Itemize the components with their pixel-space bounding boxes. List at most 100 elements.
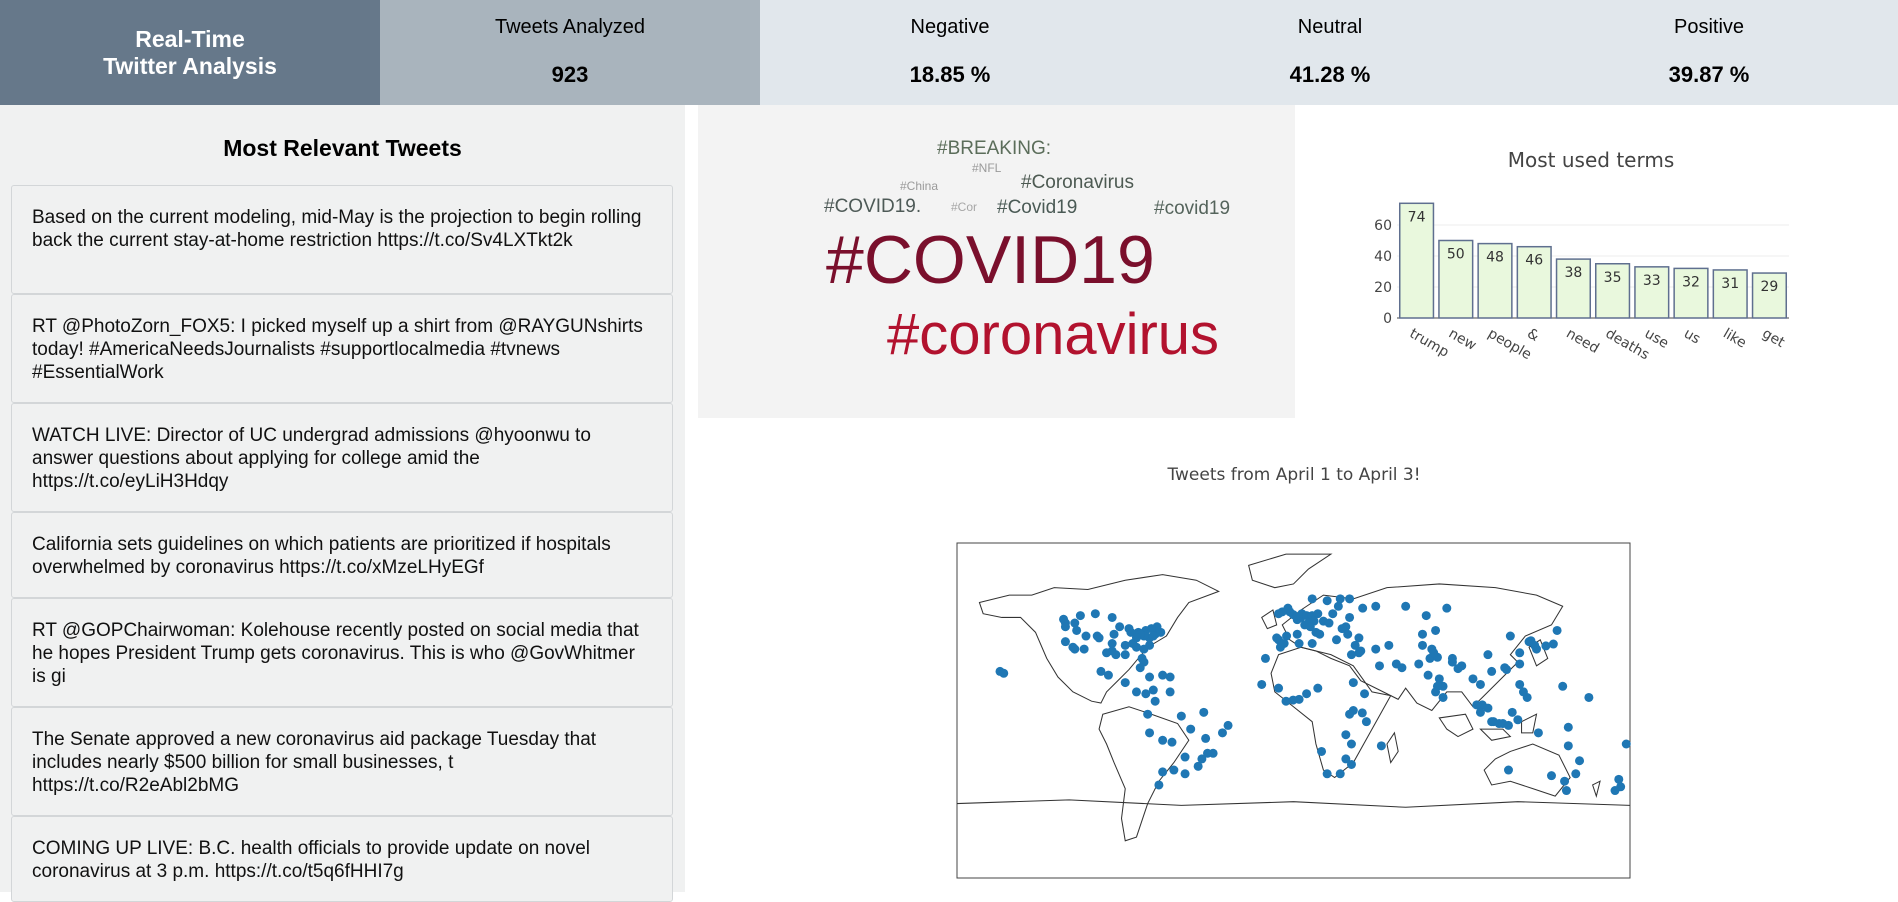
tweets-panel[interactable]: Most Relevant Tweets Based on the curren… — [0, 105, 685, 902]
tweet-card[interactable]: California sets guidelines on which pati… — [11, 512, 673, 598]
tweet-point[interactable] — [1167, 737, 1177, 747]
tweet-point[interactable] — [1431, 687, 1441, 697]
tweet-point[interactable] — [1180, 752, 1190, 762]
tweet-point[interactable] — [1199, 707, 1209, 717]
tweet-point[interactable] — [1472, 700, 1482, 710]
tweet-point[interactable] — [1176, 711, 1186, 721]
tweet-card[interactable]: WATCH LIVE: Director of UC undergrad adm… — [11, 403, 673, 512]
tweet-point[interactable] — [1186, 724, 1196, 734]
tweet-point[interactable] — [1614, 774, 1624, 784]
tweet-point[interactable] — [1143, 709, 1153, 719]
tweet-point[interactable] — [1158, 735, 1168, 745]
tweet-point[interactable] — [1145, 672, 1155, 682]
tweet-point[interactable] — [1621, 739, 1631, 749]
tweet-point[interactable] — [1165, 687, 1175, 697]
tweet-point[interactable] — [1322, 596, 1332, 606]
tweet-point[interactable] — [1358, 603, 1368, 613]
tweet-point[interactable] — [1158, 767, 1168, 777]
tweet-point[interactable] — [1532, 644, 1542, 654]
tweet-point[interactable] — [1561, 786, 1571, 796]
tweet-point[interactable] — [1548, 639, 1558, 649]
tweet-point[interactable] — [1102, 648, 1112, 658]
tweet-point[interactable] — [1552, 625, 1562, 635]
tweet-point[interactable] — [1274, 683, 1284, 693]
tweet-point[interactable] — [1518, 687, 1528, 697]
tweet-card[interactable]: The Senate approved a new coronavirus ai… — [11, 707, 673, 816]
tweet-point[interactable] — [1275, 642, 1285, 652]
tweet-card[interactable]: Based on the current modeling, mid-May i… — [11, 185, 673, 294]
tweet-point[interactable] — [1090, 609, 1100, 619]
tweet-point[interactable] — [1348, 678, 1358, 688]
tweet-point[interactable] — [1272, 633, 1282, 643]
bar[interactable] — [1751, 272, 1788, 319]
tweet-point[interactable] — [1148, 685, 1158, 695]
tweet-point[interactable] — [1468, 674, 1478, 684]
tweet-point[interactable] — [1343, 629, 1353, 639]
tweet-point[interactable] — [1376, 741, 1386, 751]
tweet-point[interactable] — [1475, 679, 1485, 689]
tweet-point[interactable] — [1487, 666, 1497, 676]
tweet-point[interactable] — [1397, 663, 1407, 673]
tweet-point[interactable] — [1141, 689, 1151, 699]
tweet-point[interactable] — [1165, 672, 1175, 682]
tweet-point[interactable] — [1124, 624, 1134, 634]
tweet-point[interactable] — [1515, 659, 1525, 669]
tweet-point[interactable] — [1317, 746, 1327, 756]
tweet-point[interactable] — [1060, 637, 1070, 647]
tweet-point[interactable] — [1328, 609, 1338, 619]
tweet-point[interactable] — [1371, 644, 1381, 654]
tweet-point[interactable] — [1294, 639, 1304, 648]
tweet-point[interactable] — [1384, 640, 1394, 650]
tweet-point[interactable] — [1337, 624, 1347, 634]
tweet-point[interactable] — [1401, 601, 1411, 611]
tweet-point[interactable] — [1307, 639, 1317, 648]
tweet-point[interactable] — [1315, 629, 1325, 639]
tweet-point[interactable] — [1260, 653, 1270, 663]
tweet-point[interactable] — [1070, 644, 1080, 654]
tweet-point[interactable] — [1305, 622, 1315, 632]
bar[interactable] — [1712, 269, 1748, 319]
tweet-point[interactable] — [1503, 720, 1513, 730]
tweet-point[interactable] — [1145, 728, 1155, 738]
tweet-point[interactable] — [1333, 601, 1343, 611]
tweet-point[interactable] — [1350, 640, 1360, 650]
bar[interactable] — [1398, 202, 1435, 319]
tweet-point[interactable] — [1107, 612, 1117, 622]
tweet-point[interactable] — [1341, 754, 1351, 764]
tweet-point[interactable] — [1374, 661, 1384, 671]
tweet-point[interactable] — [1360, 689, 1370, 699]
tweet-point[interactable] — [1357, 708, 1367, 718]
tweet-point[interactable] — [1507, 707, 1517, 717]
tweet-point[interactable] — [1257, 679, 1267, 689]
tweet-point[interactable] — [1533, 728, 1543, 738]
tweet-point[interactable] — [1346, 650, 1356, 660]
tweet-point[interactable] — [1158, 670, 1168, 680]
tweet-point[interactable] — [1483, 650, 1493, 660]
tweet-point[interactable] — [1371, 601, 1381, 611]
tweet-point[interactable] — [1217, 728, 1227, 738]
bar[interactable] — [1555, 258, 1592, 319]
tweet-point[interactable] — [1546, 771, 1556, 781]
tweet-card[interactable]: COMING UP LIVE: B.C. health officials to… — [11, 816, 673, 902]
tweet-point[interactable] — [1075, 611, 1085, 621]
tweet-point[interactable] — [1563, 741, 1573, 751]
tweet-point[interactable] — [1354, 648, 1364, 658]
tweet-point[interactable] — [1111, 650, 1121, 660]
tweet-point[interactable] — [1094, 633, 1104, 643]
tweet-point[interactable] — [1442, 603, 1452, 613]
tweet-point[interactable] — [1120, 640, 1130, 650]
tweet-point[interactable] — [1610, 786, 1620, 796]
tweet-point[interactable] — [1131, 687, 1141, 697]
tweet-point[interactable] — [1109, 629, 1119, 639]
tweet-point[interactable] — [1335, 594, 1345, 604]
tweet-point[interactable] — [1288, 695, 1298, 705]
tweet-point[interactable] — [1274, 609, 1284, 619]
tweet-point[interactable] — [1302, 689, 1312, 699]
tweet-point[interactable] — [1139, 644, 1149, 654]
tweet-point[interactable] — [1563, 722, 1573, 732]
tweet-point[interactable] — [1487, 717, 1497, 727]
tweet-point[interactable] — [1423, 670, 1433, 680]
tweet-point[interactable] — [1324, 618, 1334, 628]
tweet-point[interactable] — [1500, 663, 1510, 673]
tweet-point[interactable] — [1417, 640, 1427, 650]
